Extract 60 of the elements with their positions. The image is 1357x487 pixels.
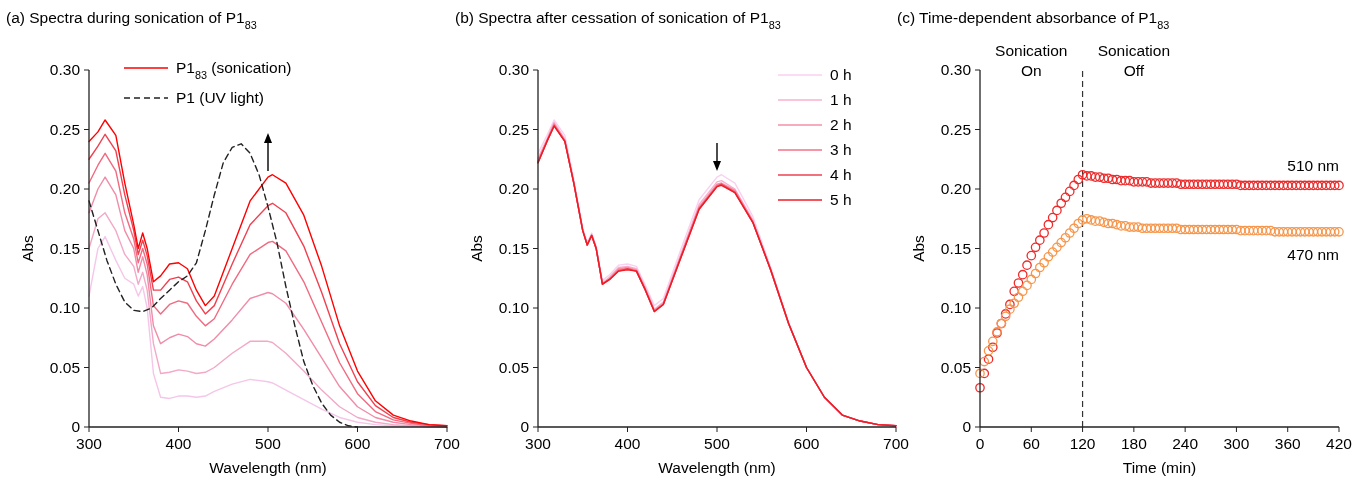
- x-axis-title: Wavelength (nm): [658, 459, 776, 476]
- y-tick-label: 0.25: [49, 120, 80, 138]
- legend-label: 2 h: [830, 116, 852, 133]
- y-tick-label: 0.05: [498, 358, 529, 376]
- y-tick-label: 0.20: [49, 180, 81, 197]
- y-tick-label: 0.25: [940, 120, 971, 138]
- x-tick-label: 600: [793, 435, 820, 452]
- x-tick-label: 700: [434, 435, 461, 452]
- x-tick-label: 180: [1120, 435, 1148, 452]
- legend-label: 5 h: [830, 191, 852, 208]
- chart-title: (c) Time-dependent absorbance of P1$_{83}$: [897, 9, 1170, 31]
- x-tick-label: 400: [165, 435, 192, 452]
- x-tick-label: 700: [883, 435, 910, 452]
- x-tick-label: 300: [1223, 435, 1250, 452]
- x-tick-label: 420: [1326, 435, 1353, 452]
- y-tick-label: 0.10: [498, 299, 530, 316]
- series-label: 510 nm: [1287, 157, 1339, 175]
- legend-label: 1 h: [830, 91, 852, 108]
- x-axis-title: Time (min): [1122, 459, 1197, 476]
- y-tick-label: 0.15: [49, 239, 80, 257]
- legend-label: P1$_{83}$ (sonication): [176, 59, 292, 81]
- y-tick-label: 0.10: [49, 299, 81, 316]
- y-tick-label: 0.10: [940, 299, 972, 316]
- x-axis-title: Wavelength (nm): [209, 459, 327, 476]
- x-tick-label: 240: [1172, 435, 1199, 452]
- y-tick-label: 0.20: [940, 180, 972, 197]
- annotation: Sonication On: [995, 42, 1068, 79]
- y-tick-label: 0.15: [940, 239, 971, 257]
- annotation: Sonication Off: [1097, 42, 1171, 79]
- y-tick-label: 0.30: [49, 61, 81, 78]
- y-axis-title: Abs: [468, 234, 485, 262]
- legend-label: 0 h: [830, 66, 852, 83]
- chart-title: (a) Spectra during sonication of P1$_{83}$: [6, 9, 257, 31]
- x-tick-label: 500: [704, 435, 731, 452]
- y-tick-label: 0.20: [498, 180, 530, 197]
- x-tick-label: 360: [1274, 435, 1302, 452]
- y-tick-label: 0.05: [49, 358, 80, 376]
- x-tick-label: 300: [525, 435, 552, 452]
- y-tick-label: 0.30: [940, 61, 972, 78]
- y-axis-title: Abs: [19, 234, 36, 262]
- y-tick-label: 0.30: [498, 61, 530, 78]
- x-tick-label: 120: [1069, 435, 1096, 452]
- legend-label: 3 h: [830, 141, 852, 158]
- y-tick-label: 0: [520, 418, 530, 435]
- y-tick-label: 0.25: [498, 120, 529, 138]
- x-tick-label: 600: [344, 435, 371, 452]
- y-tick-label: 0.05: [940, 358, 971, 376]
- chart-title: (b) Spectra after cessation of sonication of P1$_{83}$: [455, 9, 781, 31]
- legend-label: P1 (UV light): [176, 89, 264, 106]
- series-label: 470 nm: [1287, 245, 1339, 263]
- legend-label: 4 h: [830, 166, 852, 183]
- x-tick-label: 0: [975, 435, 985, 452]
- x-tick-label: 500: [255, 435, 282, 452]
- x-tick-label: 60: [1022, 435, 1041, 452]
- x-tick-label: 300: [76, 435, 103, 452]
- y-axis-title: Abs: [910, 234, 927, 262]
- x-tick-label: 400: [614, 435, 641, 452]
- y-tick-label: 0: [962, 418, 972, 435]
- y-tick-label: 0.15: [498, 239, 529, 257]
- y-tick-label: 0: [71, 418, 81, 435]
